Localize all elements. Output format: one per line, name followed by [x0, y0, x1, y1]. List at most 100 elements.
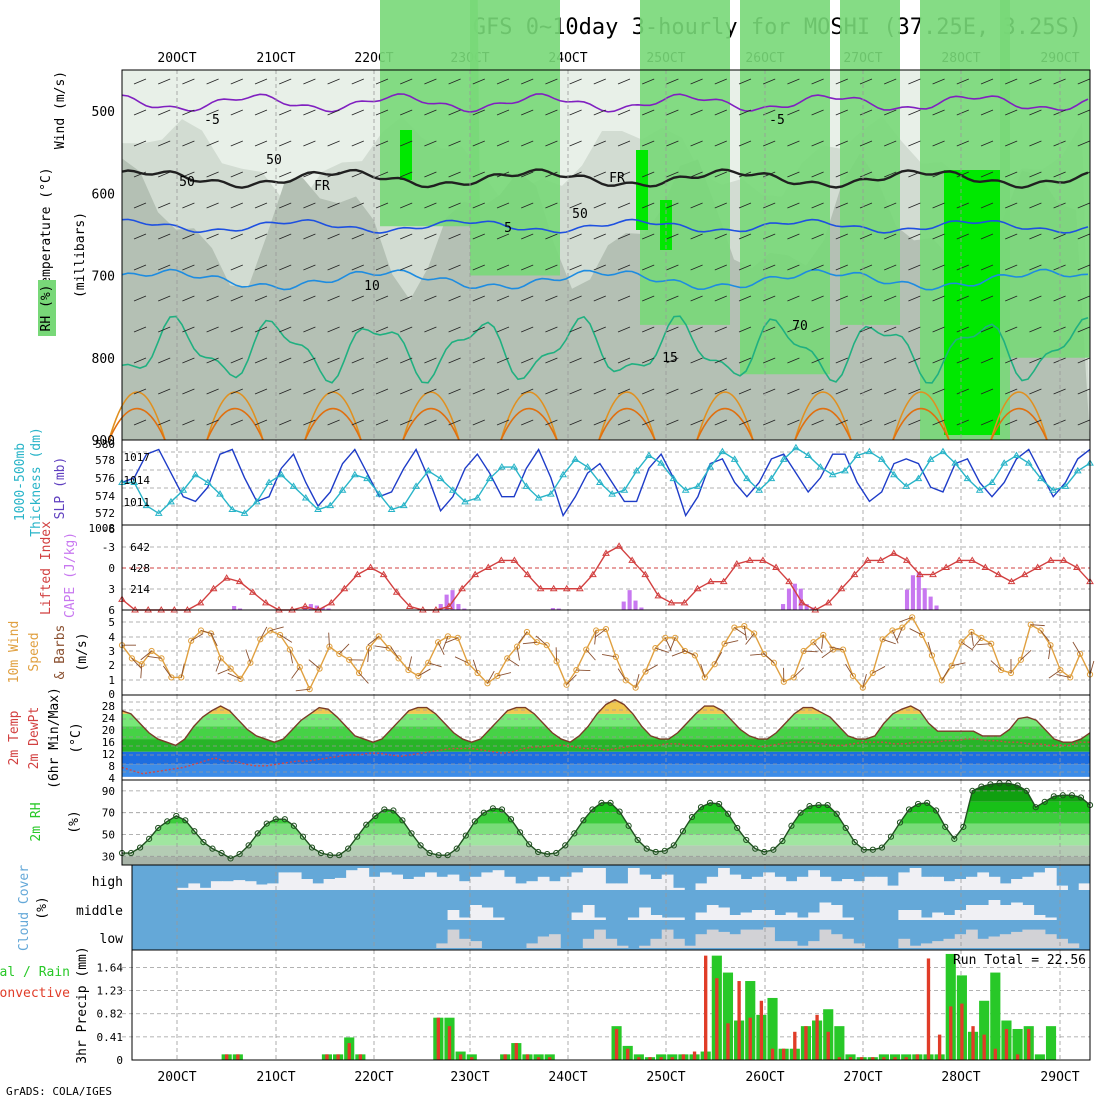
wind-speed-line-marker [543, 642, 550, 649]
temp-contour-warm [304, 408, 362, 441]
cloud-bar [661, 917, 674, 920]
wind-barb [811, 419, 824, 426]
wind-barb-10m [793, 667, 805, 678]
wind-barb [666, 78, 679, 85]
cloud-bar [909, 868, 922, 890]
temp-contour-warm [794, 391, 852, 441]
y-tick-cape: 214 [130, 583, 150, 596]
cloud-bar [1022, 876, 1035, 890]
contour-label: 50 [572, 207, 588, 222]
wind-barb [545, 78, 558, 85]
cloud-bar [357, 868, 370, 890]
wind-barb-10m [487, 670, 495, 684]
wind-barb [303, 326, 316, 333]
wind-barb [521, 202, 534, 209]
wind-speed-line-marker [632, 684, 639, 691]
run-total-label: Run Total = 22.56 [953, 953, 1086, 968]
cloud-bar [875, 876, 888, 890]
rh-line-marker [1041, 798, 1048, 805]
lifted-index-line-marker [863, 556, 872, 563]
slp-line-marker [399, 501, 408, 509]
wind-barb-10m [227, 672, 241, 680]
cloud-bar [323, 879, 336, 890]
wind-barb [738, 264, 752, 271]
wind-barb [472, 171, 485, 178]
wind-barb [448, 419, 461, 426]
wind-barb [1005, 264, 1018, 271]
slp-line-marker [130, 478, 139, 485]
slp-line-marker [326, 501, 335, 509]
precip-convective-bar [1004, 1028, 1009, 1060]
wind-speed-line-marker [267, 627, 274, 634]
rh-line-marker [408, 830, 415, 837]
wind-barb [738, 233, 752, 240]
precip-total-bar [1045, 1026, 1057, 1060]
slp-line-marker [338, 486, 347, 493]
y-tick-temp: 28 [102, 700, 115, 713]
cloud-bar [492, 870, 505, 890]
wind-speed-line-marker [711, 661, 718, 668]
wind-barb [327, 140, 340, 147]
wind-barb [932, 264, 945, 271]
slp-line-marker [301, 493, 310, 501]
cloud-bar [492, 917, 505, 920]
slp-line-marker [902, 482, 911, 489]
rh-line-marker [842, 824, 849, 832]
cloud-bar [672, 887, 685, 890]
wind-barb [617, 419, 631, 426]
wind-speed-line-marker [504, 655, 511, 662]
precip-convective-bar [470, 1057, 474, 1060]
wind-barb [182, 171, 195, 178]
precip-convective-bar [759, 1000, 764, 1060]
rh-line-marker [426, 849, 433, 857]
lifted-index-line-marker [876, 556, 885, 563]
wind-barb [666, 233, 679, 240]
wind-barb-10m [518, 631, 528, 644]
y-tick-wind: 0 [108, 688, 115, 701]
cape-bar [804, 604, 809, 610]
cloud-bar [796, 917, 809, 920]
wind-barb-10m [454, 656, 468, 664]
cloud-bar [977, 905, 990, 920]
wind-barb-10m [635, 673, 640, 688]
date-label-bottom: 27OCT [843, 1070, 882, 1085]
cloud-bar [796, 945, 809, 948]
wind-barb [811, 388, 824, 395]
precip-convective-bar [436, 1017, 441, 1060]
cloud-bar [751, 876, 764, 890]
wind-speed-line-marker [276, 631, 284, 639]
wind-barb [327, 264, 340, 271]
wind-barb [424, 295, 437, 302]
wind-barb [448, 233, 461, 240]
wind-barb [1005, 78, 1018, 85]
precip-total-bar [979, 1000, 990, 1060]
wind-barb-10m [862, 674, 867, 688]
wind-speed-line-marker [672, 634, 679, 641]
wind-barb [424, 78, 437, 85]
wind-barb [666, 109, 679, 116]
precip-convective-bar [692, 1051, 697, 1060]
cloud-bar [458, 917, 471, 920]
rh-line-marker [715, 800, 723, 808]
wind-barb [424, 140, 437, 147]
slp-line-marker [473, 493, 482, 501]
wind-barb [666, 357, 679, 364]
temp-contour-warm [500, 408, 558, 441]
wind-barb [956, 233, 969, 240]
y-axis-label-precip-a: Total / Rain [0, 965, 70, 980]
cloud-bar [391, 874, 403, 890]
wind-barb [932, 171, 945, 178]
cloud-bar [898, 910, 911, 920]
wind-barb [569, 233, 582, 240]
precip-convective-bar [793, 1031, 797, 1060]
precip-convective-bar [447, 1026, 452, 1060]
rh-line-marker [607, 799, 614, 806]
wind-barb [448, 78, 461, 85]
y-tick-lifted: -6 [102, 523, 115, 536]
wind-barb [811, 78, 824, 85]
y-tick-slp: 1017 [124, 451, 151, 464]
rh-line [122, 782, 1091, 860]
wind-barb [690, 233, 703, 240]
wind-barb [956, 357, 969, 364]
rh-line-marker [697, 804, 705, 811]
